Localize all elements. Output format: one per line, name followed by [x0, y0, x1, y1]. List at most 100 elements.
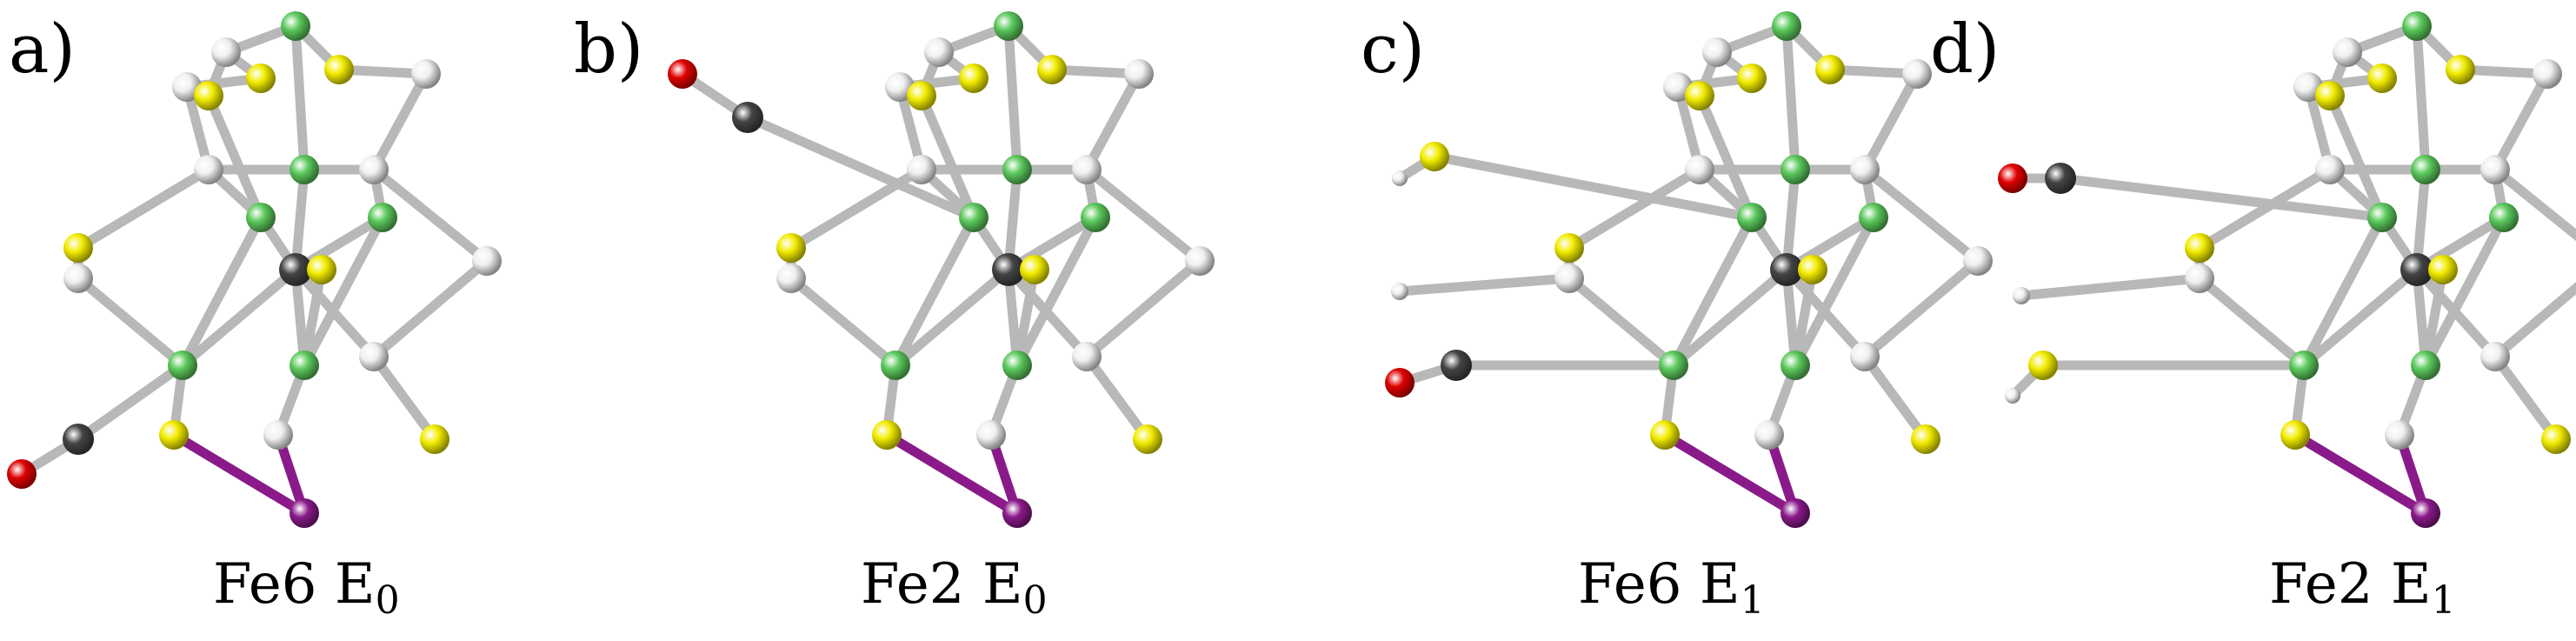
caption-subscript: 1: [1740, 578, 1765, 623]
bond: [73, 273, 188, 371]
sulfur-atom: [1754, 420, 1784, 450]
sulfur-atom: [1850, 155, 1880, 184]
molecule-structure: [668, 11, 1215, 528]
bond: [2016, 273, 2205, 301]
iron-atom: [2367, 203, 2397, 232]
bond: [1082, 164, 1205, 266]
sulfur-atom: [1685, 155, 1714, 184]
sulfur-atom: [1072, 155, 1102, 184]
bond: [73, 360, 188, 444]
bond: [1564, 164, 1705, 253]
bond: [369, 69, 431, 175]
panel-label: c): [1361, 10, 1426, 89]
panel-c: c) Fe6 E1: [1352, 0, 1995, 641]
sulfur-atom: [1392, 170, 1408, 186]
bond: [2412, 164, 2431, 275]
bond: [2420, 212, 2509, 371]
sulfur-atom-yellow: [2280, 420, 2310, 450]
sulfur-atom: [1554, 264, 1584, 293]
molecule-structure: [1385, 11, 1993, 528]
iron-atom: [1081, 203, 1110, 232]
carbon-atom: [63, 424, 94, 455]
bond: [2194, 164, 2335, 253]
bond: [1860, 164, 1983, 266]
bond: [2490, 282, 2576, 362]
bond: [1860, 69, 1922, 175]
sulfur-atom: [2185, 264, 2214, 293]
carbon-atom: [992, 253, 1025, 286]
bond: [203, 90, 266, 223]
bond: [1003, 264, 1092, 362]
iron-atom: [881, 351, 910, 380]
sulfur-atom: [2333, 37, 2362, 67]
iron-atom: [2489, 203, 2519, 232]
panel-label: b): [574, 10, 644, 89]
sulfur-atom-yellow: [1815, 55, 1845, 84]
sulfur-atom-yellow: [1020, 255, 1049, 284]
bond: [2299, 212, 2387, 371]
panel-b: b) Fe2 E0: [565, 0, 1215, 641]
sulfur-atom: [359, 342, 389, 371]
oxygen-atom: [668, 59, 697, 89]
carbon-atom: [2045, 163, 2076, 194]
panel-label: d): [1930, 10, 2000, 89]
bond: [1564, 273, 1679, 371]
sulfur-atom-yellow: [872, 420, 902, 450]
carbon-atom: [732, 102, 763, 133]
sulfur-atom-yellow: [776, 233, 806, 263]
sulfur-atom-yellow: [1737, 63, 1767, 93]
iron-atom: [2411, 351, 2440, 380]
bond: [369, 256, 492, 362]
sulfur-atom-yellow: [1420, 142, 1449, 171]
panel-label: a): [9, 10, 76, 89]
iron-atom: [290, 351, 319, 380]
bond: [2490, 164, 2576, 242]
panel-d: d) Fe2 E1: [1921, 0, 2576, 641]
molecule-structure: [7, 11, 502, 528]
molybdenum-atom: [2411, 498, 2440, 528]
bond: [1668, 212, 1757, 371]
bond: [916, 90, 979, 223]
sulfur-atom-yellow: [1037, 55, 1067, 84]
iron-atom: [994, 11, 1023, 41]
sulfur-atom-yellow: [307, 255, 336, 284]
sulfur-atom: [1963, 246, 1993, 276]
sulfur-atom: [1702, 37, 1732, 67]
bond: [2420, 264, 2448, 371]
carbon-atom: [1441, 350, 1472, 381]
bond: [1781, 264, 1870, 362]
sulfur-atom: [907, 155, 936, 184]
sulfur-atom-yellow: [1650, 420, 1680, 450]
sulfur-atom-yellow: [1554, 233, 1584, 263]
bond: [169, 430, 310, 518]
sulfur-atom: [2480, 155, 2510, 184]
sulfur-atom: [2013, 287, 2030, 304]
sulfur-atom: [1391, 283, 1408, 300]
panel-caption: Fe6 E0: [213, 557, 400, 620]
iron-atom: [1781, 155, 1810, 184]
sulfur-atom: [1185, 246, 1215, 276]
bond: [369, 351, 440, 444]
carbon-atom: [2400, 253, 2433, 286]
oxygen-atom: [1998, 164, 2027, 193]
iron-atom: [1737, 203, 1767, 232]
iron-atom: [1002, 351, 1032, 380]
bond: [890, 264, 1014, 371]
panel-caption: Fe2 E0: [861, 557, 1048, 620]
bond: [1790, 212, 1879, 371]
iron-atom: [1781, 351, 1810, 380]
bond: [1429, 151, 1757, 223]
sulfur-atom: [472, 246, 502, 276]
sulfur-atom-yellow: [324, 55, 354, 84]
bond: [299, 212, 388, 371]
bond: [1694, 90, 1757, 223]
caption-subscript: 0: [1022, 578, 1048, 623]
oxygen-atom: [7, 459, 37, 489]
sulfur-atom: [976, 420, 1006, 450]
sulfur-atom-yellow: [2315, 81, 2345, 110]
molybdenum-atom: [1002, 498, 1032, 528]
bond: [2325, 90, 2387, 223]
caption-subscript: 0: [375, 578, 400, 623]
bond: [1012, 264, 1040, 371]
iron-atom: [1002, 155, 1032, 184]
